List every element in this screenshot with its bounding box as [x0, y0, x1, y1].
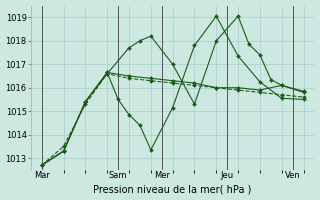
X-axis label: Pression niveau de la mer( hPa ): Pression niveau de la mer( hPa ) [93, 184, 252, 194]
